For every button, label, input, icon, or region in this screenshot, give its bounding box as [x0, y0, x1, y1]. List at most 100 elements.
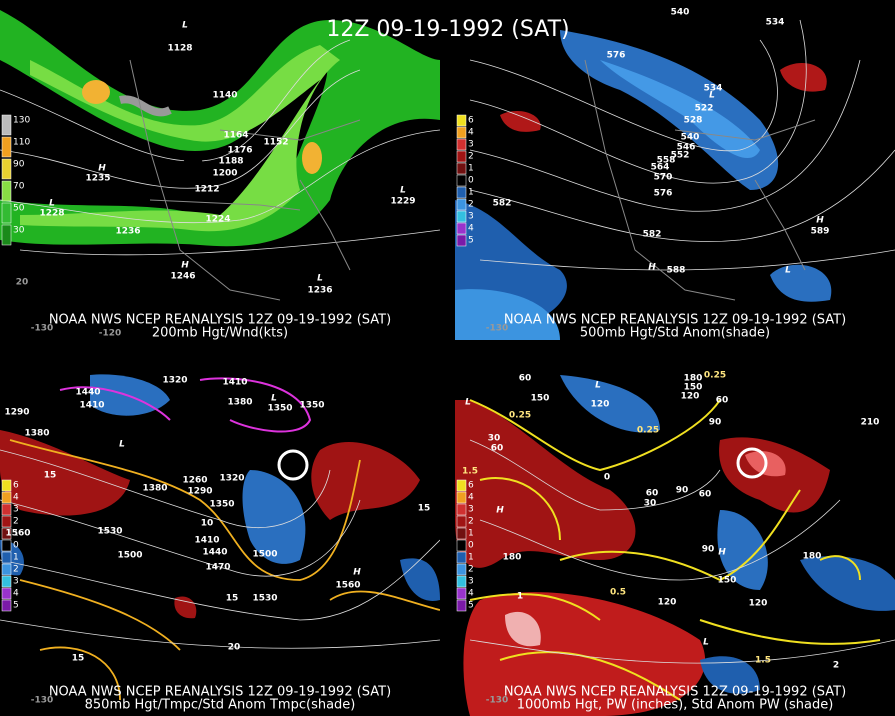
contour-label: 60 [491, 444, 504, 454]
labels: NOAA NWS NCEP REANALYSIS 12Z 09-19-1992 … [1, 8, 880, 713]
contour-label: 1560 [335, 581, 360, 591]
legend-label: 2 [13, 565, 19, 575]
pressure-center: L [709, 91, 715, 101]
legend-label: 4 [468, 493, 474, 503]
legend-label: 90 [13, 160, 25, 170]
contour-label: 1500 [252, 550, 277, 560]
legend-swatch [456, 186, 467, 199]
contour-label: 1260 [182, 476, 207, 486]
legend-label: 0 [468, 176, 474, 186]
legend-swatch [456, 503, 467, 516]
contour-label: 576 [654, 189, 673, 199]
height-contours [469, 19, 895, 271]
contour-label: 20 [228, 643, 241, 653]
contour-label: 1235 [85, 174, 110, 184]
pressure-center: H [718, 548, 726, 558]
contour-label: 210 [861, 418, 880, 428]
contour-label: 522 [695, 104, 714, 114]
contour-label: 1410 [194, 536, 219, 546]
contour-label: 1350 [267, 404, 292, 414]
contour-label: 60 [716, 396, 729, 406]
contour-label: 1236 [307, 286, 332, 296]
contour-label: 1380 [24, 429, 49, 439]
contour-label: 558 [657, 156, 676, 166]
anom-pos-high [505, 611, 541, 647]
contour-label: 1350 [299, 401, 324, 411]
contour-label: 1410 [79, 401, 104, 411]
axis-label: 20 [16, 278, 29, 288]
contour-label: 1.5 [462, 467, 478, 477]
legend-swatch [1, 587, 12, 600]
contour-label: 90 [676, 486, 689, 496]
caption-product: 850mb Hgt/Tmpc/Std Anom Tmpc(shade) [85, 698, 356, 713]
legend-swatch [456, 114, 467, 127]
legend-label: 1 [13, 553, 19, 563]
pressure-center: L [49, 199, 55, 209]
jet-core [20, 45, 340, 232]
contour-label: 1560 [5, 529, 30, 539]
contour-label: 570 [654, 173, 673, 183]
anom-pos [500, 110, 541, 132]
legend-swatch [1, 479, 12, 492]
contour-label: 1.5 [755, 656, 771, 666]
wind-gray [119, 95, 172, 117]
contour-label: 180 [684, 374, 703, 384]
legend-swatch [456, 587, 467, 600]
legend-swatch [1, 180, 12, 202]
legend-swatch [456, 234, 467, 247]
contour-label: 1530 [97, 527, 122, 537]
legend-swatch [456, 210, 467, 223]
pressure-center: H [496, 506, 504, 516]
panel-1000mb [455, 375, 895, 716]
temp-warm [9, 439, 440, 701]
pw-contours [469, 399, 881, 701]
axis-label: -130 [31, 696, 54, 706]
anom-pos [174, 596, 197, 619]
pressure-center: L [703, 638, 709, 648]
legend-label: 3 [468, 140, 474, 150]
contour-label: 15 [44, 471, 57, 481]
legend-label: 3 [468, 577, 474, 587]
legend-label: 0 [468, 541, 474, 551]
contour-label: 552 [671, 151, 690, 161]
legend-swatch [1, 515, 12, 528]
contour-label: 1380 [227, 398, 252, 408]
coastline [584, 59, 816, 301]
legend-label: 3 [468, 505, 474, 515]
anom-neg2 [455, 289, 560, 340]
contour-label: 1236 [115, 227, 140, 237]
contour-label: 1320 [162, 376, 187, 386]
legend-label: 50 [13, 204, 25, 214]
axis-label: -130 [486, 324, 509, 334]
contour-label: 534 [704, 84, 723, 94]
contour-label: 1224 [205, 215, 230, 225]
legend-label: 1 [468, 529, 474, 539]
legend-swatch [456, 150, 467, 163]
legend-label: 2 [468, 517, 474, 527]
contour-label: 60 [646, 489, 659, 499]
legend-swatch [456, 539, 467, 552]
contour-label: 120 [591, 400, 610, 410]
contour-label: 1228 [39, 209, 64, 219]
legend-label: 3 [468, 212, 474, 222]
legend-label: 2 [468, 565, 474, 575]
legend-label: 1 [468, 188, 474, 198]
legend-swatch [1, 136, 12, 158]
contour-label: 1229 [390, 197, 415, 207]
contour-label: 540 [671, 8, 690, 18]
anom-neg [800, 556, 895, 611]
contour-label: 15 [226, 594, 239, 604]
anom-pos [455, 400, 636, 568]
contour-label: 1140 [212, 91, 237, 101]
contour-label: 582 [493, 199, 512, 209]
contour-label: 15 [418, 504, 431, 514]
anom-neg [242, 470, 306, 564]
legend-swatch [1, 202, 12, 224]
legend-swatch [1, 599, 12, 612]
contour-label: 1164 [223, 131, 248, 141]
contour-label: 0.25 [509, 411, 531, 421]
contour-label: 60 [699, 490, 712, 500]
contour-label: 0.5 [610, 588, 626, 598]
caption-source: NOAA NWS NCEP REANALYSIS 12Z 09-19-1992 … [49, 685, 391, 700]
pressure-center: L [400, 186, 406, 196]
